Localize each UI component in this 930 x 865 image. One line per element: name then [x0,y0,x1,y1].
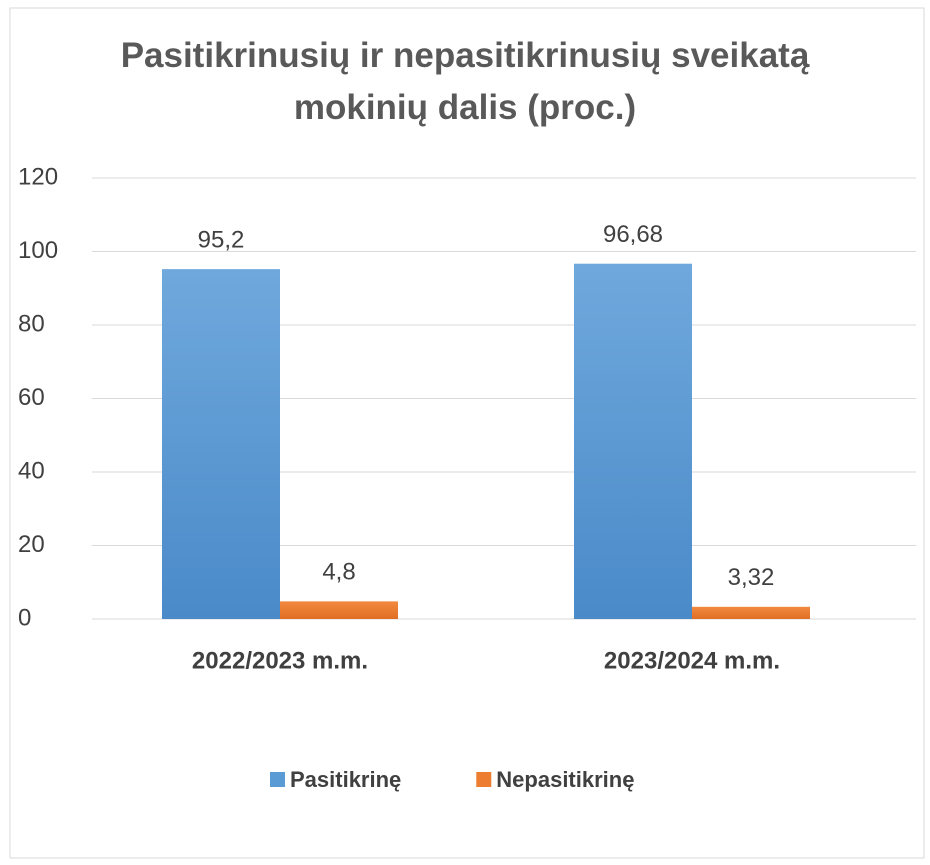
legend-label: Pasitikrinę [290,767,401,792]
y-tick-label: 40 [18,457,45,484]
y-tick-label: 80 [18,310,45,337]
x-tick-label: 2023/2024 m.m. [604,647,780,674]
y-tick-label: 60 [18,384,45,411]
y-tick-label: 100 [18,237,58,264]
chart-title: Pasitikrinusių ir nepasitikrinusių sveik… [120,36,810,127]
data-label: 96,68 [603,221,663,248]
y-tick-label: 0 [18,604,31,631]
bar [692,606,810,619]
legend-swatch [270,772,285,787]
data-label: 3,32 [728,564,775,591]
bar [574,263,692,619]
data-label: 95,2 [198,226,245,253]
bar [280,601,398,619]
legend-swatch [476,772,492,787]
data-label: 4,8 [322,559,355,586]
bar [162,269,280,619]
y-tick-label: 120 [18,163,58,190]
y-tick-label: 20 [18,531,45,558]
x-tick-label: 2022/2023 m.m. [192,647,368,674]
legend-label: Nepasitikrinę [496,767,634,792]
chart-border [9,7,925,859]
